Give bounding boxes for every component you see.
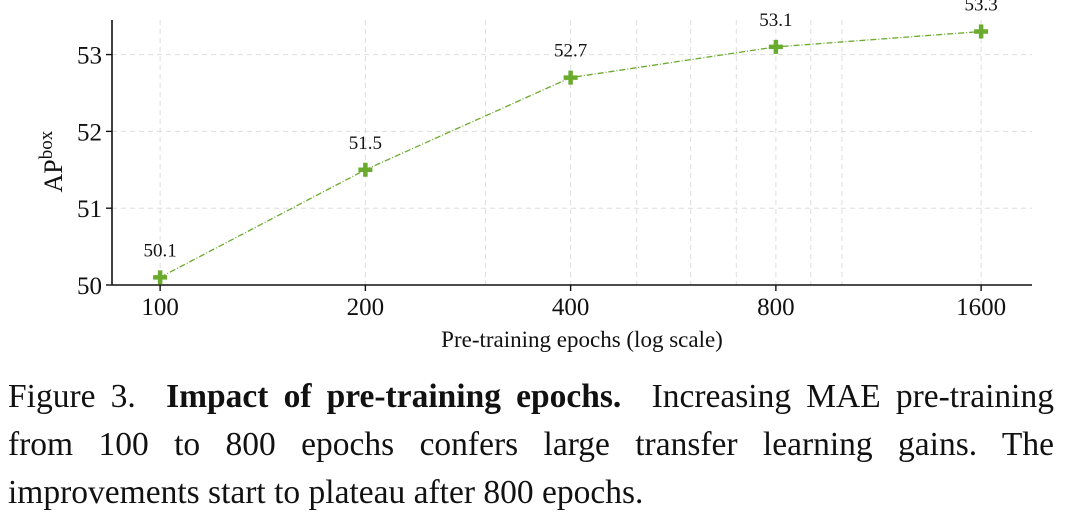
- data-point-marker: [358, 162, 373, 177]
- data-label: 51.5: [349, 133, 382, 154]
- figure-caption: Figure 3. Impact of pre-training epochs.…: [8, 373, 1054, 517]
- series: [153, 24, 989, 285]
- y-axis-title-main: AP: [39, 159, 68, 192]
- data-label: 53.1: [759, 10, 792, 31]
- data-label: 50.1: [143, 240, 176, 261]
- y-tick-label: 53: [77, 43, 102, 70]
- y-tick-label: 51: [77, 196, 102, 223]
- data-label: 52.7: [554, 41, 587, 62]
- y-axis-title: APbox: [36, 130, 68, 192]
- x-tick-label: 1600: [956, 294, 1006, 321]
- caption-body: Increasing MAE pre-training from 100 to …: [8, 378, 1054, 511]
- x-tick-label: 100: [141, 294, 179, 321]
- data-point-marker: [563, 70, 578, 85]
- data-point-marker: [153, 270, 168, 285]
- y-axis-title-sup: box: [36, 130, 57, 159]
- caption-figure-label: Figure 3.: [8, 378, 136, 415]
- labels: 50.1 51.5 52.7 53.1 53.3: [143, 0, 997, 261]
- svg-text:APbox: APbox: [36, 130, 68, 192]
- y-tick-label: 52: [77, 119, 102, 146]
- x-tick-label: 200: [347, 294, 385, 321]
- data-label: 53.3: [964, 0, 997, 16]
- x-tick-label: 400: [552, 294, 590, 321]
- caption-title: Impact of pre-training epochs.: [166, 378, 622, 415]
- y-tick-label: 50: [77, 273, 102, 300]
- data-point-marker: [974, 24, 989, 39]
- chart: 50 51 52 53 100 200 400 800 1600 50.1 51.5 52.7 53.…: [36, 0, 1032, 352]
- data-point-marker: [768, 39, 783, 54]
- axes: 50 51 52 53 100 200 400 800 1600: [77, 20, 1032, 321]
- x-tick-label: 800: [757, 294, 795, 321]
- x-axis-title: Pre-training epochs (log scale): [441, 327, 723, 352]
